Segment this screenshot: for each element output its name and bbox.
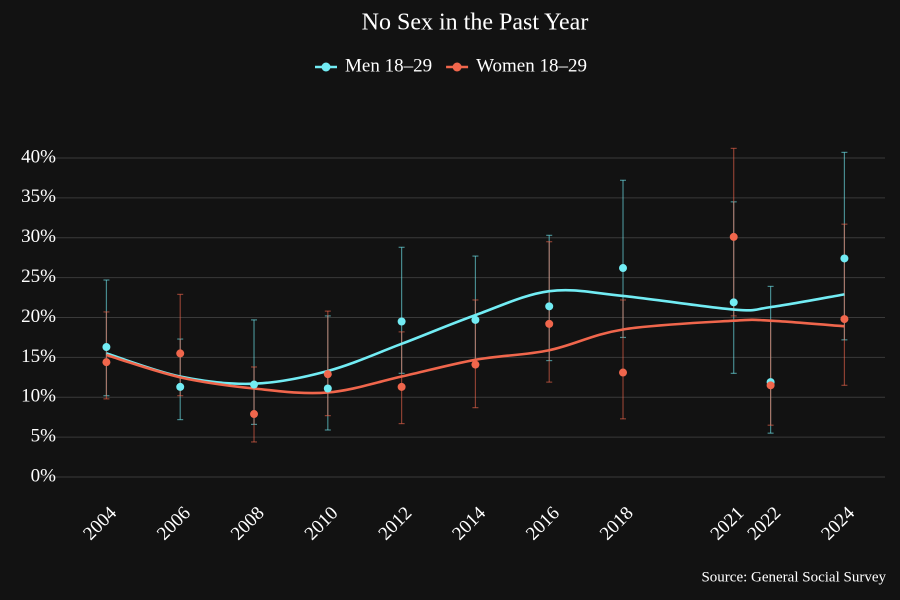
data-point	[397, 382, 406, 391]
error-bar	[251, 366, 258, 443]
data-point	[323, 384, 332, 393]
y-tick-label: 40%	[21, 146, 56, 167]
error-bar	[324, 310, 331, 417]
data-point	[323, 370, 332, 379]
trend-line	[106, 318, 845, 395]
legend-label: Men 18–29	[345, 55, 432, 76]
error-bar	[841, 223, 848, 386]
legend-swatch-dot	[321, 62, 331, 72]
y-tick-label: 10%	[21, 386, 56, 407]
data-point	[766, 381, 775, 390]
error-bar	[546, 241, 553, 383]
data-point	[102, 358, 111, 367]
legend: Men 18–29 Women 18–29	[315, 55, 587, 76]
y-tick-label: 25%	[21, 266, 56, 287]
data-point	[840, 254, 849, 263]
data-point	[619, 264, 628, 273]
error-bar	[177, 293, 184, 397]
chart-title: No Sex in the Past Year	[362, 10, 589, 36]
error-bar	[620, 299, 627, 420]
data-point	[176, 382, 185, 391]
legend-swatch-dot	[452, 62, 462, 72]
data-point	[102, 343, 111, 352]
data-point	[545, 302, 554, 311]
data-point	[840, 315, 849, 324]
data-point	[397, 317, 406, 326]
legend-label: Women 18–29	[476, 55, 587, 76]
y-tick-label: 15%	[21, 346, 56, 367]
data-point	[729, 232, 738, 241]
data-point	[250, 380, 259, 389]
y-tick-label: 35%	[21, 186, 56, 207]
y-tick-label: 0%	[31, 465, 57, 486]
y-tick-label: 30%	[21, 226, 56, 247]
trend-line	[106, 288, 845, 386]
y-tick-label: 20%	[21, 306, 56, 327]
data-point	[729, 298, 738, 307]
data-point	[176, 349, 185, 358]
data-point	[619, 368, 628, 377]
source-note: Source: General Social Survey	[701, 569, 886, 585]
data-point	[471, 360, 480, 369]
data-point	[545, 319, 554, 328]
y-tick-label: 5%	[31, 426, 57, 447]
data-point	[250, 410, 259, 419]
error-bar	[730, 147, 737, 317]
data-point	[471, 315, 480, 324]
